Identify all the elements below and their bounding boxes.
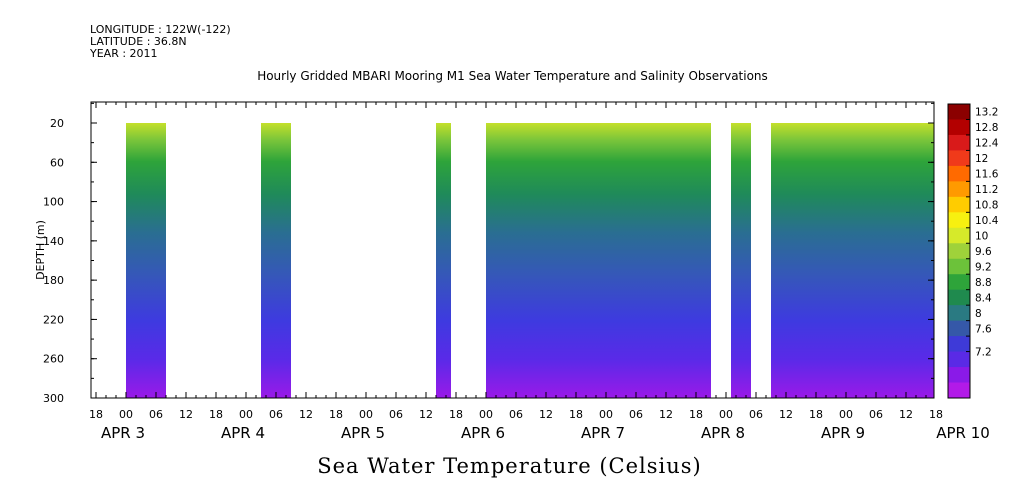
x-hour-label: 00 <box>839 408 853 421</box>
chart-title: Hourly Gridded MBARI Mooring M1 Sea Wate… <box>257 69 768 83</box>
x-hour-label: 18 <box>329 408 343 421</box>
x-hour-label: 12 <box>299 408 313 421</box>
longitude-label: LONGITUDE : 122W(-122) <box>90 23 231 36</box>
data-column <box>771 123 934 398</box>
plot-area <box>126 123 934 398</box>
x-hour-label: 06 <box>389 408 403 421</box>
colorbar-label: 10 <box>975 231 988 243</box>
x-hour-label: 06 <box>509 408 523 421</box>
colorbar-swatch <box>948 104 970 120</box>
colorbar-label: 12 <box>975 153 988 165</box>
colorbar-swatch <box>948 243 970 260</box>
x-hour-label: 06 <box>149 408 163 421</box>
y-tick-label: 300 <box>43 392 64 405</box>
x-hour-label: 12 <box>899 408 913 421</box>
colorbar-swatch <box>948 196 970 213</box>
data-column <box>486 123 711 398</box>
colorbar-swatch <box>948 227 970 244</box>
colorbar-swatch <box>948 150 970 167</box>
colorbar-frame <box>947 103 971 399</box>
colorbar-swatch <box>948 351 970 368</box>
x-hour-label: 18 <box>929 408 943 421</box>
colorbar-swatch <box>948 181 970 198</box>
x-hour-label: 00 <box>719 408 733 421</box>
x-hour-label: 06 <box>629 408 643 421</box>
x-hour-label: 12 <box>179 408 193 421</box>
colorbar-swatch <box>948 212 970 229</box>
data-column <box>436 123 451 398</box>
colorbar-swatch <box>948 134 970 151</box>
colorbar-label: 9.2 <box>975 261 992 273</box>
data-column <box>731 123 751 398</box>
x-hour-label: 00 <box>479 408 493 421</box>
data-column <box>126 123 166 398</box>
data-column <box>261 123 291 398</box>
colorbar-label: 9.6 <box>975 246 992 258</box>
x-hour-label: 18 <box>809 408 823 421</box>
colorbar-label: 10.4 <box>975 215 999 227</box>
colorbar-label: 12.8 <box>975 122 998 134</box>
x-hour-label: 12 <box>779 408 793 421</box>
year-label: YEAR : 2011 <box>90 47 158 60</box>
colorbar-swatch <box>948 258 970 275</box>
colorbar-swatch <box>948 305 970 322</box>
x-hour-label: 18 <box>569 408 583 421</box>
x-hour-label: 00 <box>599 408 613 421</box>
x-hour-label: 12 <box>419 408 433 421</box>
x-hour-label: 00 <box>119 408 133 421</box>
x-hour-label: 06 <box>869 408 883 421</box>
colorbar-label: 7.6 <box>975 323 992 335</box>
colorbar-label: 13.2 <box>975 107 998 119</box>
x-day-label: APR 9 <box>821 424 865 442</box>
plot-frame <box>90 101 935 399</box>
colorbar-swatch <box>948 119 970 136</box>
x-hour-label: 18 <box>689 408 703 421</box>
y-tick-label: 60 <box>50 156 64 169</box>
colorbar-label: 8.8 <box>975 277 992 289</box>
x-day-label: APR 10 <box>936 424 990 442</box>
colorbar-swatch <box>948 165 970 182</box>
y-tick-label: 220 <box>43 313 64 326</box>
y-axis-label: DEPTH (m) <box>34 220 47 280</box>
colorbar-swatch <box>948 289 970 306</box>
x-hour-label: 06 <box>269 408 283 421</box>
latitude-label: LATITUDE : 36.8N <box>90 35 187 48</box>
x-hour-label: 00 <box>359 408 373 421</box>
x-hour-label: 18 <box>89 408 103 421</box>
colorbar-label: 12.4 <box>975 138 999 150</box>
colorbar-label: 8 <box>975 308 982 320</box>
x-day-label: APR 8 <box>701 424 745 442</box>
colorbar-swatch <box>948 336 970 353</box>
x-day-label: APR 3 <box>101 424 145 442</box>
x-day-label: APR 6 <box>461 424 505 442</box>
x-hour-label: 12 <box>659 408 673 421</box>
x-axis-title: Sea Water Temperature (Celsius) <box>317 454 702 478</box>
colorbar-swatch <box>948 382 970 399</box>
y-tick-label: 180 <box>43 274 64 287</box>
x-day-label: APR 7 <box>581 424 625 442</box>
colorbar-label: 11.6 <box>975 169 999 181</box>
colorbar-label: 11.2 <box>975 184 998 196</box>
colorbar-label: 7.2 <box>975 347 992 359</box>
x-day-label: APR 5 <box>341 424 385 442</box>
x-hour-label: 18 <box>449 408 463 421</box>
x-hour-label: 06 <box>749 408 763 421</box>
y-tick-label: 260 <box>43 353 64 366</box>
y-tick-label: 20 <box>50 117 64 130</box>
y-tick-label: 140 <box>43 235 64 248</box>
colorbar-swatch <box>948 320 970 337</box>
x-day-label: APR 4 <box>221 424 265 442</box>
axes: 18 00 06 12 18 00 06 12 18 00 06 12 18 00 06 12 18 00 06 12… <box>34 101 990 442</box>
x-hour-label: 00 <box>239 408 253 421</box>
colorbar-swatch <box>948 274 970 291</box>
colorbar-label: 8.4 <box>975 292 992 304</box>
colorbar-label: 10.8 <box>975 200 998 212</box>
x-hour-label: 12 <box>539 408 553 421</box>
x-hour-label: 18 <box>209 408 223 421</box>
y-tick-label: 100 <box>43 196 64 209</box>
colorbar: 13.2 12.8 12.4 12 11.6 11.2 10.8 10.4 10 9.6 9.2 8.… <box>947 103 999 399</box>
colorbar-swatch <box>948 367 970 384</box>
